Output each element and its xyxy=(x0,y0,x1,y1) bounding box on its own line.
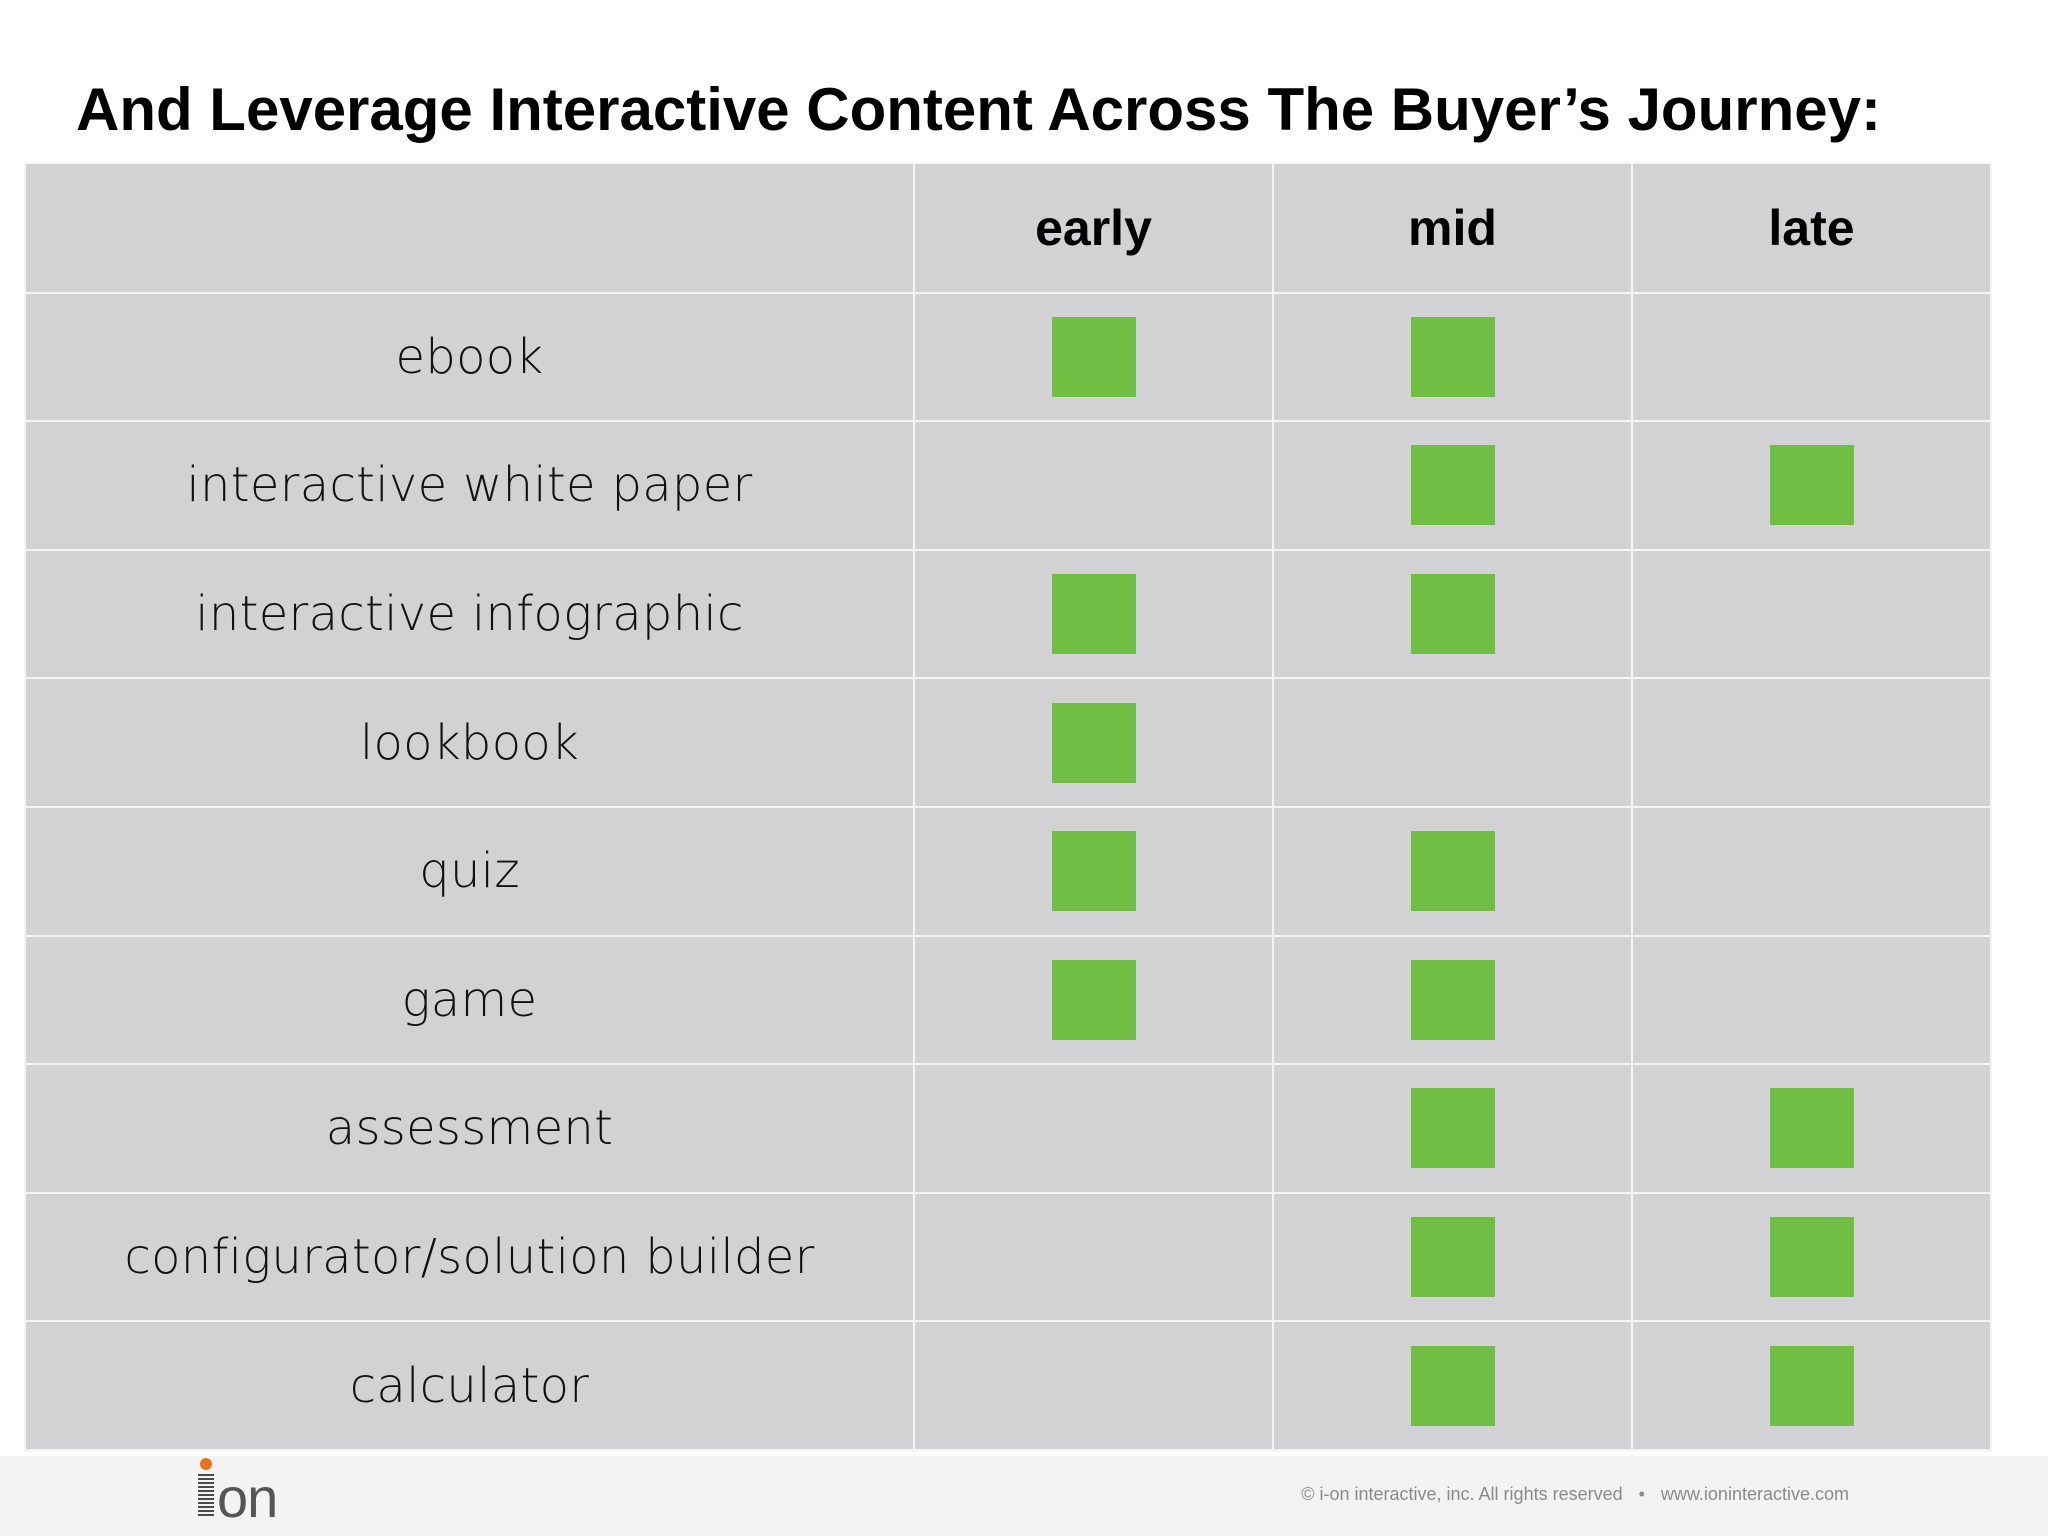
stage-cell-late xyxy=(1631,677,1992,808)
stage-cell-mid xyxy=(1272,1320,1633,1451)
corner-cell xyxy=(24,162,915,294)
table-row: game xyxy=(24,934,1992,1066)
stage-marker-early xyxy=(1051,702,1136,783)
stage-cell-late xyxy=(1631,805,1992,937)
stage-marker-mid xyxy=(1410,1217,1495,1298)
stage-cell-late xyxy=(1631,1191,1992,1323)
stage-cell-early xyxy=(913,1191,1274,1323)
slide-title: And Leverage Interactive Content Across … xyxy=(76,76,1881,143)
content-stage-matrix: early mid late ebook interactive white pa… xyxy=(24,162,1992,1451)
table-row: ebook xyxy=(24,291,1992,423)
copyright-text: © i-on interactive, inc. All rights rese… xyxy=(1301,1484,1623,1504)
stage-cell-mid xyxy=(1272,420,1633,551)
stage-cell-early xyxy=(913,291,1274,423)
stage-header-late: late xyxy=(1631,162,1992,294)
stage-cell-early xyxy=(913,420,1274,551)
stage-cell-early xyxy=(913,1063,1274,1194)
content-type-label: interactive white paper xyxy=(24,420,915,551)
table-row: calculator xyxy=(24,1320,1992,1451)
stage-cell-mid xyxy=(1272,1063,1633,1194)
stage-marker-mid xyxy=(1410,445,1495,526)
stage-marker-late xyxy=(1769,1088,1854,1169)
stage-cell-late xyxy=(1631,1063,1992,1194)
footer-separator: • xyxy=(1638,1484,1645,1504)
footer-legal: © i-on interactive, inc. All rights rese… xyxy=(1301,1484,1849,1505)
stage-marker-late xyxy=(1769,1345,1854,1426)
stage-marker-late xyxy=(1769,1217,1854,1298)
stage-marker-mid xyxy=(1410,574,1495,655)
content-type-label: interactive infographic xyxy=(24,548,915,680)
stage-marker-mid xyxy=(1410,1088,1495,1169)
stage-marker-early xyxy=(1051,316,1136,397)
stage-marker-mid xyxy=(1410,831,1495,912)
stage-cell-early xyxy=(913,548,1274,680)
logo-i-mark xyxy=(198,1458,214,1518)
stage-cell-late xyxy=(1631,934,1992,1066)
table-row: interactive infographic xyxy=(24,548,1992,680)
table-row: quiz xyxy=(24,805,1992,937)
stage-cell-late xyxy=(1631,548,1992,680)
stage-marker-early xyxy=(1051,959,1136,1040)
footer: on © i-on interactive, inc. All rights r… xyxy=(0,1456,2048,1536)
stage-marker-late xyxy=(1769,445,1854,526)
stage-marker-mid xyxy=(1410,959,1495,1040)
stage-cell-early xyxy=(913,677,1274,808)
table-row: interactive white paper xyxy=(24,420,1992,551)
logo-text: on xyxy=(217,1466,278,1529)
stage-header-mid: mid xyxy=(1272,162,1633,294)
content-type-label: lookbook xyxy=(24,677,915,808)
website-link[interactable]: www.ioninteractive.com xyxy=(1660,1484,1849,1504)
stage-header-early: early xyxy=(913,162,1274,294)
content-type-label: game xyxy=(24,934,915,1066)
stage-cell-late xyxy=(1631,420,1992,551)
content-type-label: quiz xyxy=(24,805,915,937)
stage-marker-early xyxy=(1051,831,1136,912)
stage-cell-mid xyxy=(1272,548,1633,680)
stage-cell-early xyxy=(913,805,1274,937)
stage-cell-late xyxy=(1631,291,1992,423)
table-row: configurator/solution builder xyxy=(24,1191,1992,1323)
stage-cell-early xyxy=(913,1320,1274,1451)
stage-cell-mid xyxy=(1272,291,1633,423)
content-type-label: ebook xyxy=(24,291,915,423)
table-row: lookbook xyxy=(24,677,1992,808)
stage-cell-early xyxy=(913,934,1274,1066)
stage-marker-mid xyxy=(1410,1345,1495,1426)
content-type-label: calculator xyxy=(24,1320,915,1451)
stage-cell-mid xyxy=(1272,805,1633,937)
stage-cell-mid xyxy=(1272,934,1633,1066)
content-type-label: assessment xyxy=(24,1063,915,1194)
stage-marker-mid xyxy=(1410,316,1495,397)
header-row: early mid late xyxy=(24,162,1992,294)
stage-marker-early xyxy=(1051,574,1136,655)
stage-cell-late xyxy=(1631,1320,1992,1451)
stage-cell-mid xyxy=(1272,677,1633,808)
table-row: assessment xyxy=(24,1063,1992,1194)
ion-logo: on xyxy=(198,1458,298,1529)
logo-dot xyxy=(200,1458,212,1470)
content-type-label: configurator/solution builder xyxy=(24,1191,915,1323)
stage-cell-mid xyxy=(1272,1191,1633,1323)
